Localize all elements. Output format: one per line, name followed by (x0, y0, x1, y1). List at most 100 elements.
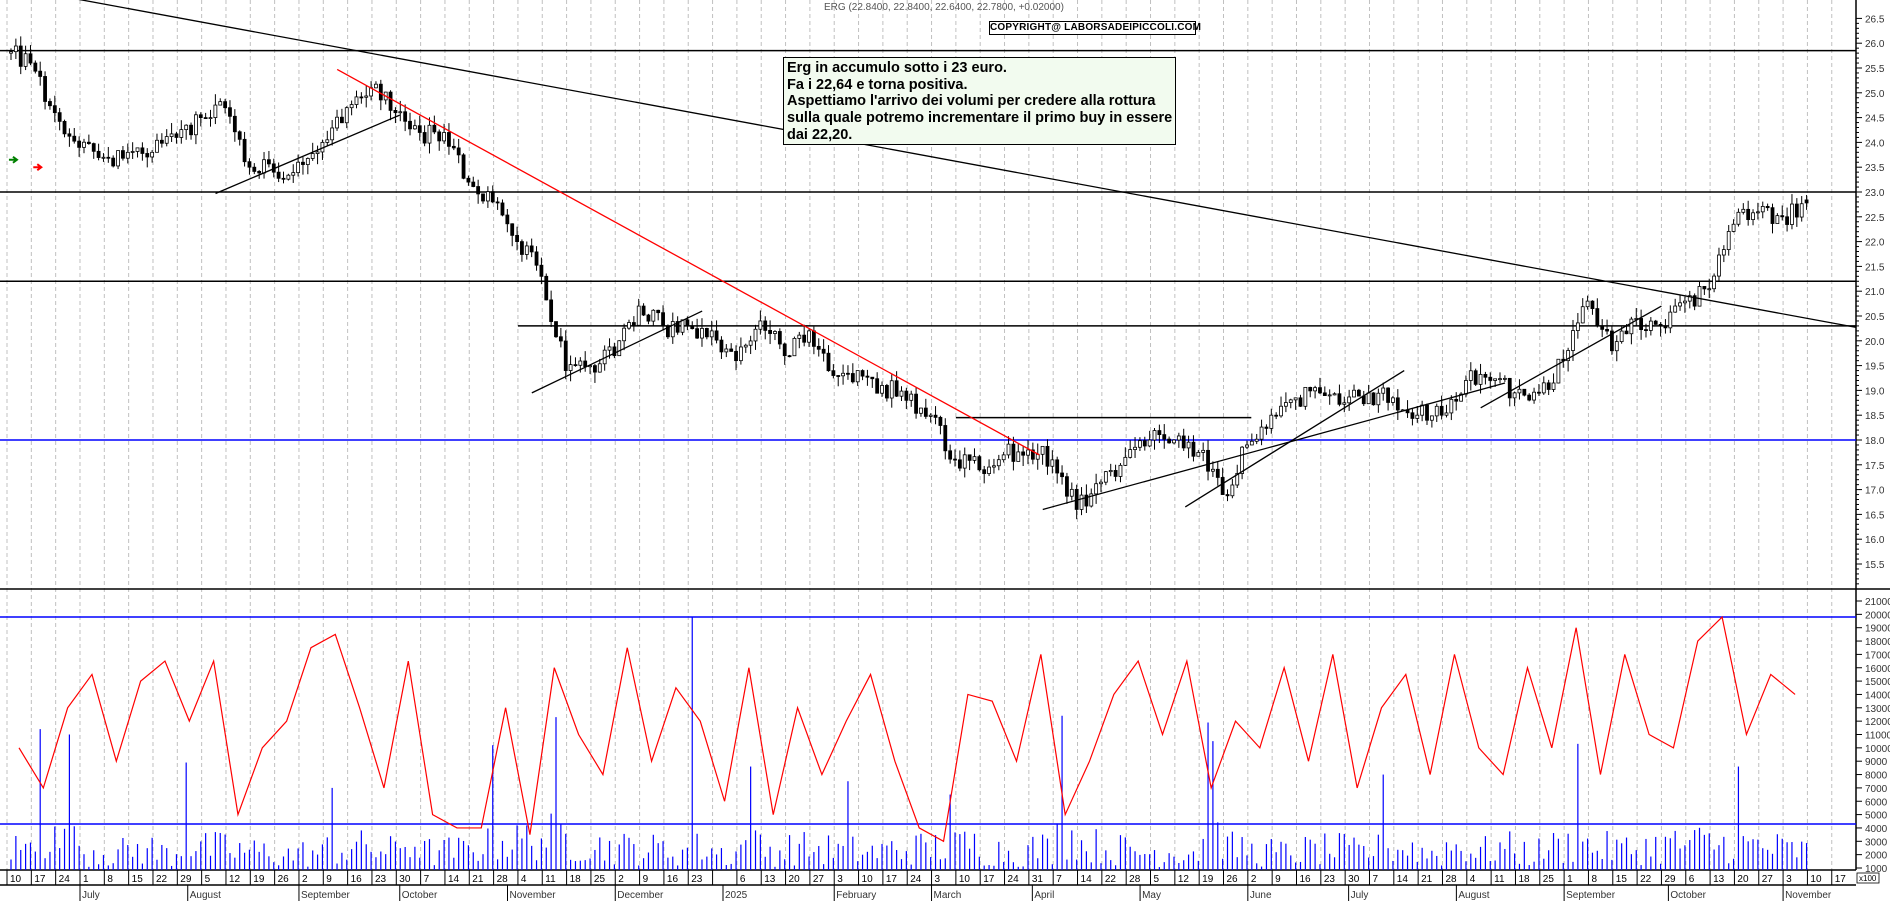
candle-body (1084, 494, 1089, 507)
candle-body (520, 241, 524, 255)
candle-body (714, 330, 719, 341)
candle-body (1245, 444, 1249, 448)
candle-body (938, 416, 943, 426)
candle-body (48, 101, 52, 107)
candle-body (1648, 320, 1653, 331)
candle-body (578, 360, 583, 366)
arrow-right-icon (8, 155, 19, 164)
candle-body (43, 76, 47, 102)
x-tick-label: 10 (959, 874, 971, 885)
candle-body (1590, 300, 1595, 309)
volume-tick-label: 5000 (1865, 811, 1888, 822)
price-tick-label: 22.5 (1865, 213, 1885, 224)
candle-body (1342, 402, 1347, 405)
candle-body (846, 372, 850, 375)
candle-body (417, 125, 422, 133)
candle-body (86, 141, 91, 144)
month-label: May (1142, 890, 1161, 901)
candle-body (1337, 393, 1342, 405)
x-tick-label: 14 (1397, 874, 1409, 885)
candle-body (700, 328, 704, 339)
candle-body (1050, 459, 1055, 467)
candle-body (1371, 392, 1376, 406)
x-tick-label: 16 (667, 874, 679, 885)
x-tick-label: 23 (691, 874, 703, 885)
candle-body (1502, 377, 1507, 380)
candle-body (1751, 212, 1755, 221)
candle-body (773, 331, 777, 334)
x-tick-label: 15 (1616, 874, 1628, 885)
candle-body (476, 186, 481, 195)
candle-body (962, 454, 967, 469)
x-tick-label: 1 (1567, 874, 1573, 885)
candle-body (218, 101, 223, 106)
candle-body (612, 346, 617, 357)
candle-body (1065, 476, 1069, 497)
candle-body (1288, 399, 1293, 403)
candle-body (1464, 380, 1468, 395)
candle-body (889, 380, 894, 399)
volume-tick-label: 13000 (1865, 704, 1890, 715)
x-tick-label: 13 (764, 874, 776, 885)
candle-body (262, 159, 266, 174)
candles (9, 36, 1809, 520)
volume-tick-label: 2000 (1865, 851, 1888, 862)
candle-body (549, 299, 554, 322)
candle-body (140, 147, 145, 154)
candle-body (1721, 249, 1726, 256)
month-label: February (836, 890, 876, 901)
candle-body (1663, 325, 1668, 329)
candle-body (1279, 405, 1283, 417)
candle-body (247, 161, 252, 168)
candle-body (782, 343, 787, 357)
candle-body (1347, 396, 1352, 404)
candle-body (1571, 330, 1575, 351)
candle-body (1493, 378, 1498, 381)
candle-body (1566, 350, 1571, 362)
candle-body (1215, 468, 1220, 478)
x-tick-label: 2 (302, 874, 308, 885)
candle-body (1269, 414, 1274, 429)
candle-body (116, 150, 120, 167)
candle-body (1429, 415, 1434, 421)
candle-body (82, 141, 86, 148)
candle-body (870, 376, 875, 380)
candle-body (52, 105, 57, 114)
candle-body (1376, 392, 1381, 406)
x-tick-label: 12 (1178, 874, 1190, 885)
price-tick-label: 18.5 (1865, 411, 1885, 422)
candle-body (690, 325, 695, 330)
quote-header: ERG (22.8400, 22.8400, 22.6400, 22.7800,… (824, 2, 1064, 13)
volume-unit-label: x100 (1859, 874, 1877, 883)
candle-body (1011, 443, 1016, 462)
volume-tick-label: 10000 (1865, 744, 1890, 755)
candle-body (977, 456, 982, 471)
candle-body (1138, 440, 1142, 448)
x-tick-label: 9 (1275, 874, 1281, 885)
candle-body (816, 345, 821, 350)
candle-body (1780, 215, 1785, 218)
candle-body (1556, 358, 1561, 384)
x-tick-label: 21 (1421, 874, 1433, 885)
x-tick-label: 8 (107, 874, 113, 885)
candle-body (106, 156, 111, 159)
candle-body (1240, 446, 1245, 474)
candle-body (768, 329, 772, 334)
candle-body (374, 83, 378, 89)
candle-body (77, 140, 82, 148)
candle-body (880, 385, 884, 394)
x-tick-label: 25 (594, 874, 606, 885)
trend-line (1042, 382, 1506, 511)
x-tick-label: 17 (34, 874, 46, 885)
candle-body (704, 328, 709, 338)
price-tick-label: 22.0 (1865, 238, 1885, 249)
candle-body (1449, 398, 1454, 414)
candle-body (641, 305, 646, 316)
candle-body (1653, 320, 1658, 325)
candle-body (208, 117, 213, 119)
candle-body (617, 340, 622, 357)
price-tick-label: 17.0 (1865, 486, 1885, 497)
candle-body (919, 407, 923, 414)
candle-body (451, 145, 456, 149)
